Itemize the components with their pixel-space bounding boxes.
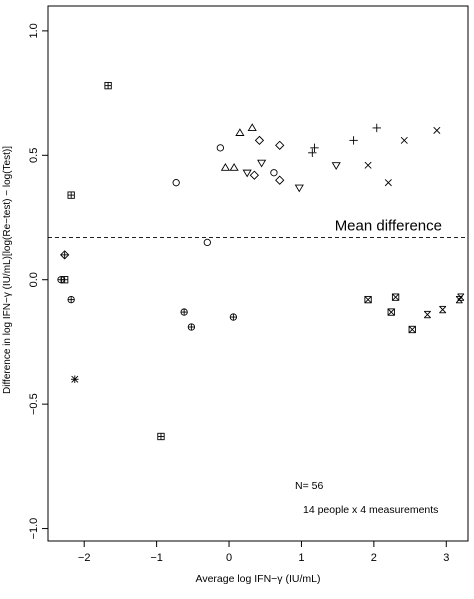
data-point-hourglass [455, 295, 463, 304]
x-axis-label: Average log IFN−γ (IU/mL) [196, 573, 321, 585]
data-point-circle [270, 169, 278, 177]
data-point-cross [400, 136, 408, 144]
data-point-plus [349, 136, 358, 145]
data-point-hourglass [439, 305, 447, 314]
y-tick-label: −1.0 [28, 518, 40, 540]
data-points [57, 81, 465, 441]
x-tick-label: 1 [298, 552, 304, 564]
data-point-diamond-plus [60, 250, 70, 260]
y-axis-label: Difference in log IFN−γ (IU/mL)[log(Re−t… [2, 146, 13, 394]
data-point-square-cross [67, 191, 75, 199]
data-point-asterisk [70, 375, 79, 384]
x-tick-label: 3 [443, 552, 449, 564]
data-point-diamond [254, 135, 265, 146]
data-point-circle [203, 238, 211, 247]
data-point-square-cross [157, 432, 165, 441]
data-point-circle [216, 144, 224, 152]
data-point-circle-plus [180, 308, 188, 316]
y-tick-label: 1.0 [28, 23, 40, 38]
x-tick-label: −1 [150, 552, 163, 564]
data-point-cross [384, 179, 392, 187]
x-tick-label: −2 [78, 552, 91, 564]
data-point-triangle-down [242, 169, 252, 178]
data-point-plus [372, 123, 381, 133]
data-point-diamond [275, 175, 285, 185]
data-point-circle-plus [67, 295, 75, 304]
x-tick-label: 0 [226, 552, 232, 564]
data-point-square-x [391, 293, 400, 301]
data-point-hourglass [423, 310, 431, 319]
data-point-triangle-up [247, 123, 257, 131]
sample-size-annotation: N= 56 [295, 480, 323, 492]
y-tick-label: 0.5 [28, 148, 40, 163]
data-point-square-cross [104, 81, 112, 90]
measurements-annotation: 14 people x 4 measurements [303, 504, 438, 516]
data-point-triangle-down [257, 159, 267, 168]
data-point-plus [310, 143, 319, 153]
x-tick-label: 2 [371, 552, 377, 564]
data-point-diamond [275, 140, 285, 150]
data-point-triangle-up [220, 163, 231, 171]
data-point-triangle-up [235, 128, 245, 136]
data-point-triangle-down [331, 162, 341, 170]
data-point-square-x [364, 295, 372, 304]
data-point-cross [433, 126, 441, 134]
x-axis: −2 −1 0 1 2 3 [78, 541, 449, 564]
data-point-cross [364, 161, 372, 169]
plot-frame [47, 5, 469, 542]
data-point-square-x [408, 325, 416, 334]
data-point-diamond [249, 170, 260, 180]
y-tick-label: 0.0 [28, 272, 40, 287]
data-point-triangle-down [294, 184, 304, 193]
data-point-circle-plus [57, 276, 65, 284]
data-point-circle [172, 179, 180, 187]
y-tick-label: −0.5 [28, 393, 40, 415]
mean-difference-label: Mean difference [335, 217, 442, 234]
y-axis: −1.0 −0.5 0.0 0.5 1.0 [28, 23, 48, 539]
data-point-square-x [387, 308, 395, 316]
data-point-circle-plus [229, 313, 238, 321]
data-point-circle-plus [187, 323, 196, 331]
data-point-plus [308, 148, 317, 158]
data-point-triangle-up [229, 163, 239, 171]
